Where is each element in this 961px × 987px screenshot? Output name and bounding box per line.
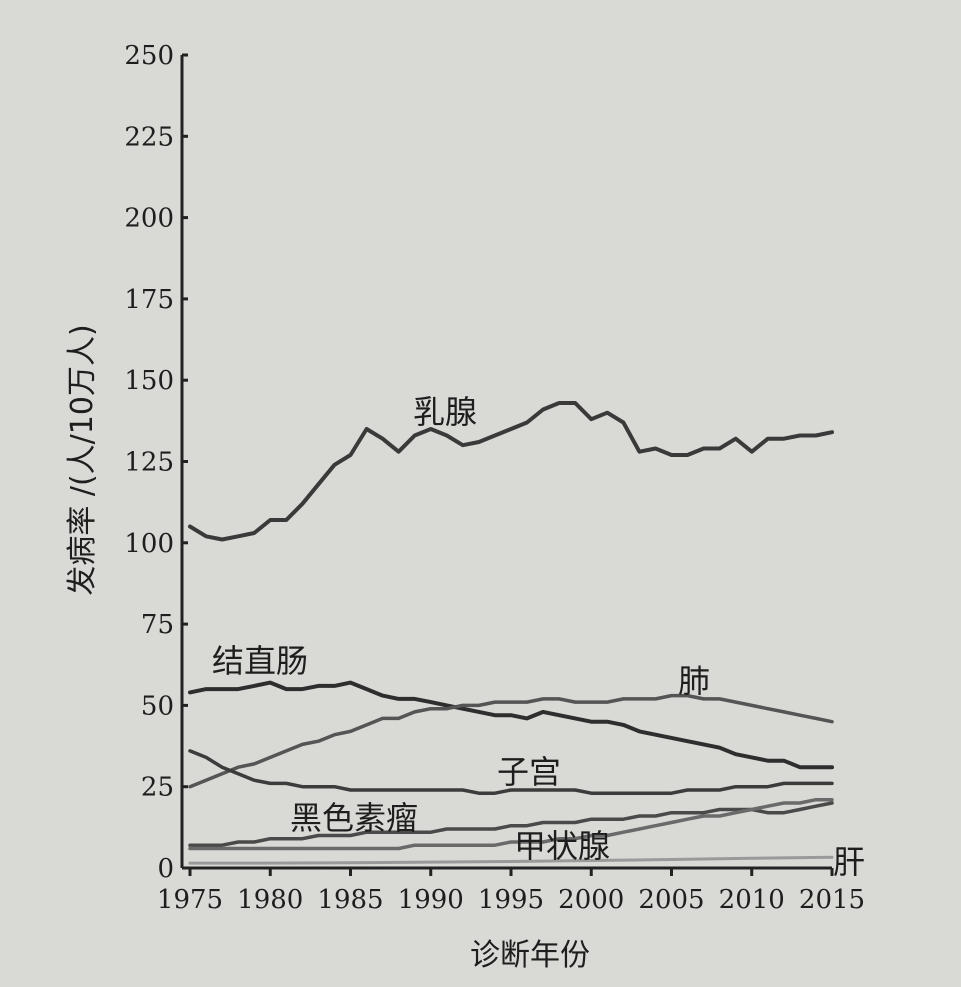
axes-layer bbox=[180, 55, 832, 870]
y-tick-label-125: 125 bbox=[124, 448, 174, 478]
ticks-layer: 0 25 50 75 100 125 150 175 200 225 250 1975 1980 1985… bbox=[124, 41, 865, 915]
y-tick-label-250: 250 bbox=[124, 41, 174, 71]
label-thyroid: 甲状腺 bbox=[514, 827, 610, 865]
y-tick-label-150: 150 bbox=[124, 366, 174, 396]
x-axis-title: 诊断年份 bbox=[470, 938, 590, 973]
x-tick-label-1995: 1995 bbox=[478, 885, 544, 915]
y-tick-label-0: 0 bbox=[157, 854, 174, 884]
x-tick-label-2010: 2010 bbox=[719, 885, 785, 915]
series-line-0 bbox=[188, 401, 834, 542]
y-tick-label-175: 175 bbox=[124, 285, 174, 315]
label-breast: 乳腺 bbox=[413, 393, 477, 431]
series-line-3 bbox=[188, 749, 834, 795]
series-line-1 bbox=[188, 680, 834, 770]
y-axis-title: 发病率 /(人/10万人) bbox=[65, 324, 100, 595]
y-tick-label-225: 225 bbox=[124, 122, 174, 152]
y-tick-label-100: 100 bbox=[124, 529, 174, 559]
x-tick-label-1975: 1975 bbox=[157, 885, 223, 915]
x-tick-label-2015: 2015 bbox=[799, 885, 865, 915]
x-tick-label-2000: 2000 bbox=[558, 885, 624, 915]
series-layer bbox=[188, 401, 834, 865]
label-melanoma: 黑色素瘤 bbox=[290, 799, 418, 837]
series-line-5 bbox=[188, 797, 834, 851]
label-liver: 肝 bbox=[833, 843, 865, 881]
label-lung: 肺 bbox=[678, 662, 710, 700]
x-tick-label-1980: 1980 bbox=[237, 885, 303, 915]
series-line-2 bbox=[188, 693, 834, 789]
series-line-6 bbox=[188, 855, 834, 865]
series-line-4 bbox=[188, 801, 834, 847]
y-tick-label-200: 200 bbox=[124, 204, 174, 234]
x-tick-label-1990: 1990 bbox=[398, 885, 464, 915]
x-tick-label-2005: 2005 bbox=[638, 885, 704, 915]
y-tick-label-25: 25 bbox=[141, 773, 174, 803]
x-tick-label-1985: 1985 bbox=[317, 885, 383, 915]
y-tick-label-75: 75 bbox=[141, 610, 174, 640]
y-tick-label-50: 50 bbox=[141, 691, 174, 721]
label-colorectal: 结直肠 bbox=[212, 642, 308, 680]
label-uterus: 子宫 bbox=[497, 753, 561, 791]
